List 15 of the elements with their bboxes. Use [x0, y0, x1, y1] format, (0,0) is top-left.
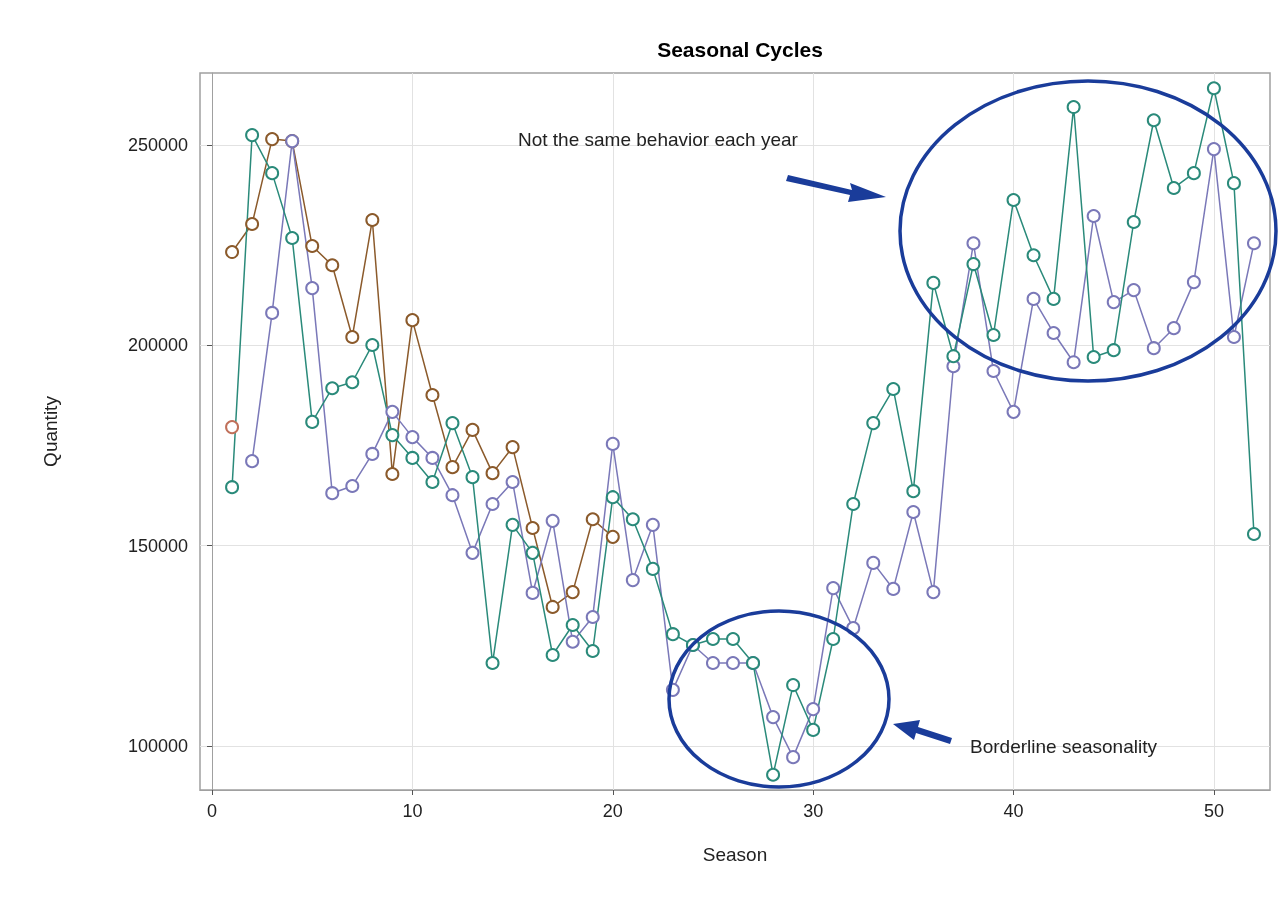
x-tick-label: 50	[1203, 801, 1224, 821]
y-tick-label: 200000	[127, 335, 188, 356]
y-tick-label: 150000	[127, 535, 188, 556]
x-tick-label: 30	[803, 801, 824, 821]
x-tick-label: 40	[1003, 801, 1024, 821]
y-tick-label: 250000	[127, 135, 188, 156]
x-tick-label: 20	[602, 801, 623, 821]
chart-title: Seasonal Cycles	[657, 38, 823, 61]
y-tick-label: 100000	[127, 735, 188, 756]
annotation: Borderline seasonality	[970, 736, 1157, 758]
x-axis-title: Season	[702, 844, 768, 865]
x-tick-label: 10	[402, 801, 423, 821]
annotation: Not the same behavior each year	[518, 129, 798, 151]
y-axis-title: Quantity	[40, 395, 61, 467]
x-tick-label: 0	[207, 801, 218, 821]
